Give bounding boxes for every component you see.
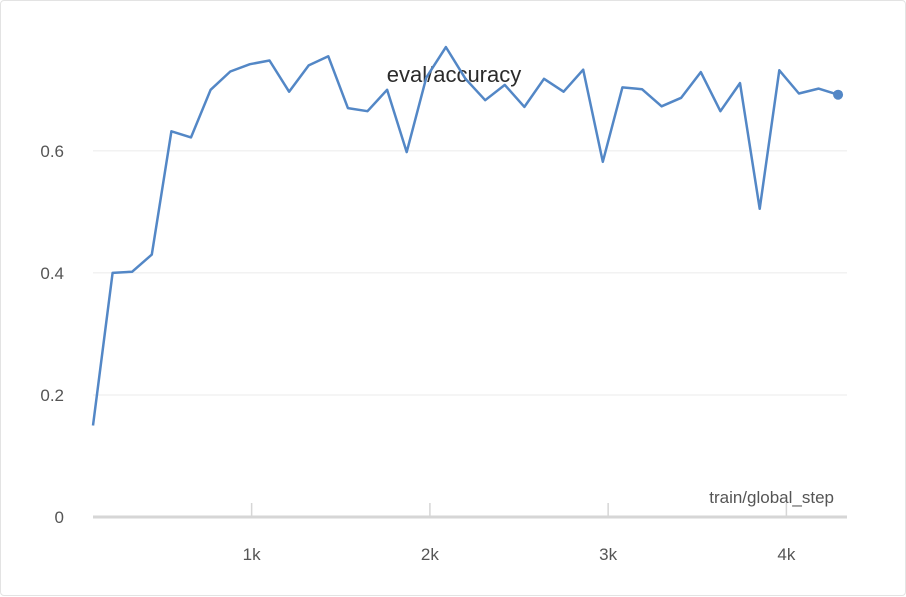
x-tick-label: 2k [421,545,439,564]
x-tick-label: 1k [243,545,261,564]
x-tick-label: 3k [599,545,617,564]
grid [93,150,847,396]
y-tick-label: 0.4 [40,264,64,283]
series-line [91,45,839,426]
last-data-point [833,89,844,100]
x-axis-label: train/global_step [709,488,834,507]
y-axis-ticks: 0 0.2 0.4 0.6 [40,142,64,527]
chart-title: eval/accuracy [387,62,522,87]
y-tick-label: 0.2 [40,386,64,405]
y-tick-label: 0 [55,508,64,527]
series-group [91,45,844,426]
x-tick-label: 4k [777,545,795,564]
y-tick-label: 0.6 [40,142,64,161]
x-axis: 1k 2k 3k 4k [93,503,847,564]
